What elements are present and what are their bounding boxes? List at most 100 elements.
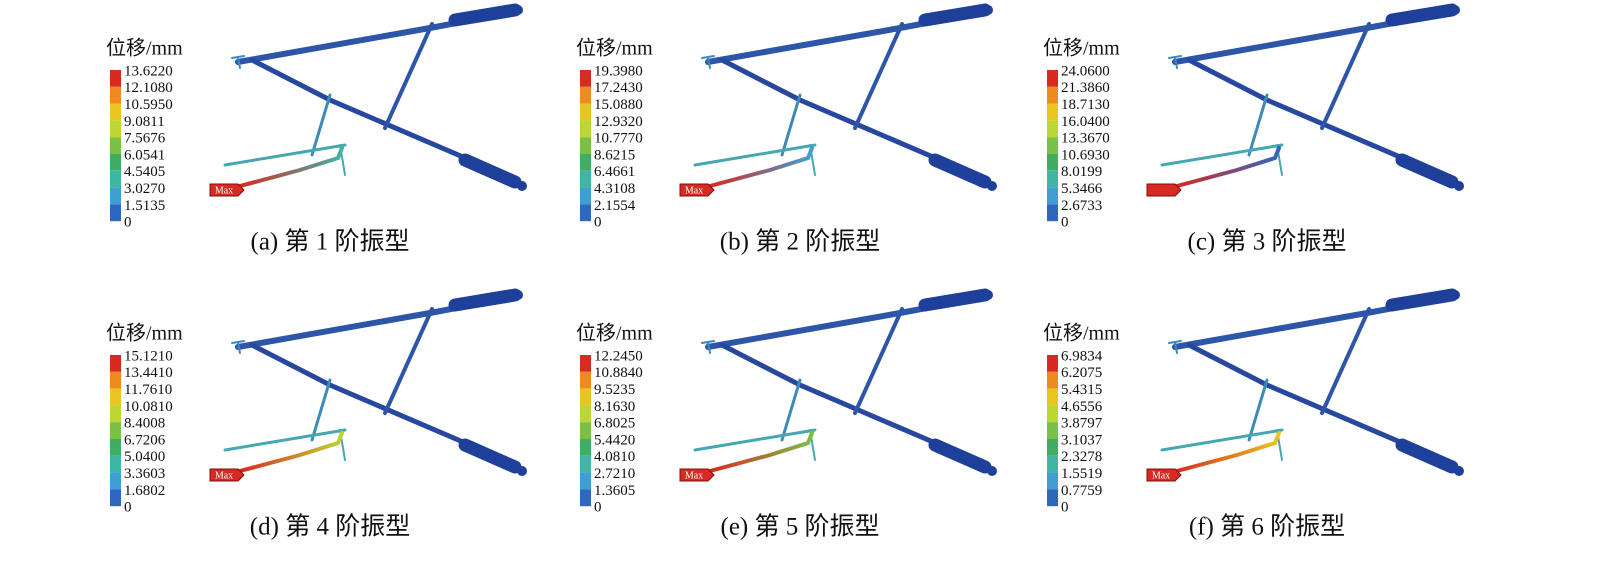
legend-label: 3.8797 bbox=[1061, 416, 1103, 432]
legend-swatch bbox=[1047, 137, 1058, 154]
legend-swatch bbox=[580, 187, 591, 205]
legend-label: 10.5950 bbox=[124, 97, 173, 113]
legend-swatch bbox=[580, 86, 591, 104]
legend-swatch bbox=[110, 187, 121, 205]
legend-label: 19.3980 bbox=[594, 63, 643, 79]
legend-swatch bbox=[110, 137, 121, 154]
legend-swatch bbox=[1047, 455, 1058, 473]
legend-swatch bbox=[1047, 120, 1058, 138]
legend-swatch bbox=[1047, 70, 1058, 87]
max-arm bbox=[238, 431, 344, 473]
legend-swatch bbox=[580, 355, 591, 372]
legend-label: 4.3108 bbox=[594, 181, 635, 197]
legend-swatch bbox=[110, 472, 121, 490]
legend-swatch bbox=[110, 455, 121, 473]
max-arm bbox=[708, 431, 814, 473]
panel: 位移/mm 24.060021.386018.713016.040013.3670… bbox=[1043, 5, 1464, 256]
legend-label: 13.3670 bbox=[1061, 131, 1110, 147]
legend-label: 0 bbox=[594, 215, 602, 231]
legend-label: 7.5676 bbox=[124, 131, 166, 147]
max-label: Max bbox=[215, 470, 233, 481]
legend-swatch bbox=[110, 204, 121, 222]
max-tag bbox=[679, 183, 715, 197]
legend-swatch bbox=[1047, 170, 1058, 188]
caption: (b) 第 2 阶振型 bbox=[720, 228, 880, 256]
legend-swatch bbox=[580, 405, 591, 423]
legend-label: 1.5519 bbox=[1061, 466, 1102, 482]
max-arm bbox=[1175, 146, 1281, 188]
max-tag bbox=[679, 468, 715, 482]
max-arm bbox=[238, 146, 344, 188]
legend-swatch bbox=[110, 371, 121, 389]
legend-swatch bbox=[1047, 472, 1058, 490]
legend-swatch bbox=[1047, 405, 1058, 423]
legend-label: 6.4661 bbox=[594, 164, 635, 180]
caption: (d) 第 4 阶振型 bbox=[250, 513, 410, 541]
legend-label: 12.9320 bbox=[594, 114, 643, 130]
max-label: Max bbox=[685, 470, 703, 481]
legend-swatch bbox=[110, 405, 121, 423]
panel: 位移/mm 15.121013.441011.761010.08108.40086… bbox=[106, 290, 527, 541]
legend-label: 15.1210 bbox=[124, 348, 173, 364]
legend-label: 6.9834 bbox=[1061, 348, 1103, 364]
panel: 位移/mm 12.245010.88409.52358.16306.80255.4… bbox=[576, 290, 997, 541]
structure bbox=[695, 5, 997, 191]
legend-swatch bbox=[580, 439, 591, 456]
legend-label: 16.0400 bbox=[1061, 114, 1110, 130]
legend-swatch bbox=[110, 439, 121, 456]
legend-label: 3.0270 bbox=[124, 181, 165, 197]
max-tag bbox=[1146, 468, 1182, 482]
legend-label: 12.2450 bbox=[594, 348, 643, 364]
legend-label: 10.8840 bbox=[594, 365, 643, 381]
legend-label: 24.0600 bbox=[1061, 63, 1110, 79]
legend-label: 2.3278 bbox=[1061, 449, 1102, 465]
legend-swatch bbox=[110, 103, 121, 121]
legend-swatch bbox=[110, 170, 121, 188]
legend-swatch bbox=[580, 120, 591, 138]
legend-swatch bbox=[580, 137, 591, 154]
structure bbox=[1162, 290, 1464, 476]
legend-swatch bbox=[580, 204, 591, 222]
caption: (c) 第 3 阶振型 bbox=[1188, 228, 1347, 256]
legend-label: 0.7759 bbox=[1061, 483, 1102, 499]
max-tag bbox=[1146, 183, 1182, 197]
legend-swatch bbox=[580, 154, 591, 171]
max-arm bbox=[708, 146, 814, 188]
legend-unit: 位移/mm bbox=[106, 37, 183, 60]
legend-label: 15.0880 bbox=[594, 97, 643, 113]
legend-swatch bbox=[1047, 103, 1058, 121]
legend-label: 13.4410 bbox=[124, 365, 173, 381]
legend-swatch bbox=[1047, 371, 1058, 389]
legend-label: 1.3605 bbox=[594, 483, 635, 499]
legend-swatch bbox=[1047, 422, 1058, 439]
legend-swatch bbox=[110, 355, 121, 372]
panel: 位移/mm 6.98346.20755.43154.65563.87973.103… bbox=[1043, 290, 1464, 541]
legend-unit: 位移/mm bbox=[576, 322, 653, 345]
legend-label: 3.1037 bbox=[1061, 432, 1103, 448]
max-tag bbox=[209, 183, 245, 197]
legend-swatch bbox=[110, 70, 121, 87]
legend-label: 1.5135 bbox=[124, 198, 165, 214]
legend-swatch bbox=[110, 388, 121, 406]
legend-unit: 位移/mm bbox=[576, 37, 653, 60]
legend-label: 0 bbox=[1061, 215, 1069, 231]
legend-swatch bbox=[1047, 187, 1058, 205]
legend-swatch bbox=[110, 422, 121, 439]
legend-label: 4.0810 bbox=[594, 449, 635, 465]
legend-swatch bbox=[580, 422, 591, 439]
panel: 位移/mm 19.398017.243015.088012.932010.7770… bbox=[576, 5, 997, 256]
legend-label: 6.7206 bbox=[124, 432, 166, 448]
legend-swatch bbox=[580, 70, 591, 87]
legend-unit: 位移/mm bbox=[106, 322, 183, 345]
legend-label: 4.5405 bbox=[124, 164, 165, 180]
max-label: Max bbox=[215, 185, 233, 196]
legend-label: 0 bbox=[124, 500, 132, 516]
legend-label: 5.0400 bbox=[124, 449, 165, 465]
legend-unit: 位移/mm bbox=[1043, 322, 1120, 345]
legend-swatch bbox=[580, 103, 591, 121]
legend-swatch bbox=[1047, 86, 1058, 104]
legend-swatch bbox=[1047, 489, 1058, 507]
legend-swatch bbox=[110, 489, 121, 507]
legend-label: 0 bbox=[1061, 500, 1069, 516]
legend-label: 6.8025 bbox=[594, 416, 635, 432]
